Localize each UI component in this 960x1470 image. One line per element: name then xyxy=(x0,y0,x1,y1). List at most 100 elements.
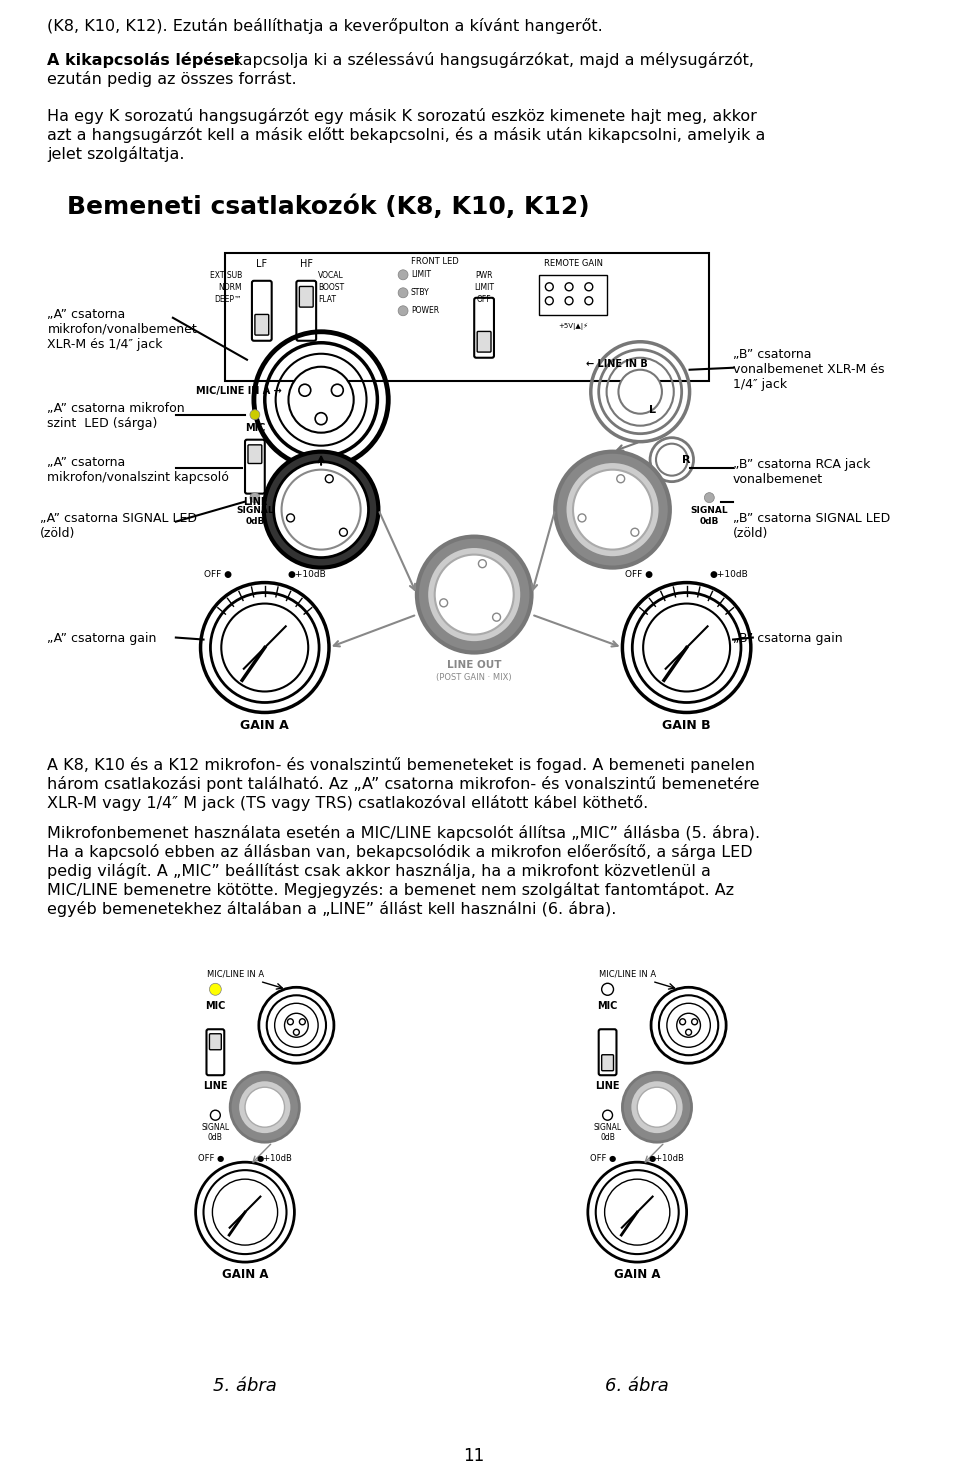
Text: GAIN A: GAIN A xyxy=(222,1269,268,1280)
Text: MIC/LINE IN A →: MIC/LINE IN A → xyxy=(196,385,281,395)
Text: LINE: LINE xyxy=(595,1082,620,1091)
Text: A kikapcsolás lépései: A kikapcsolás lépései xyxy=(47,51,240,68)
Text: OFF ●: OFF ● xyxy=(198,1154,224,1163)
Text: POWER: POWER xyxy=(411,306,439,315)
Text: Bemeneti csatlakozók (K8, K10, K12): Bemeneti csatlakozók (K8, K10, K12) xyxy=(67,196,589,219)
Text: „A” csatorna
mikrofon/vonalszint kapcsoló: „A” csatorna mikrofon/vonalszint kapcsol… xyxy=(47,456,229,484)
Text: LINE: LINE xyxy=(243,497,267,507)
Circle shape xyxy=(565,462,660,557)
Text: OFF ●: OFF ● xyxy=(589,1154,616,1163)
Circle shape xyxy=(288,366,353,432)
Text: MIC/LINE bemenetre kötötte. Megjegyzés: a bemenet nem szolgáltat fantomtápot. Az: MIC/LINE bemenetre kötötte. Megjegyzés: … xyxy=(47,882,734,898)
Text: pedig világít. A „MIC” beállítást csak akkor használja, ha a mikrofont közvetlen: pedig világít. A „MIC” beállítást csak a… xyxy=(47,863,711,879)
Circle shape xyxy=(250,410,260,420)
Circle shape xyxy=(435,554,514,635)
Text: azt a hangsugárzót kell a másik előtt bekapcsolni, és a másik után kikapcsolni, : azt a hangsugárzót kell a másik előtt be… xyxy=(47,126,766,143)
FancyBboxPatch shape xyxy=(297,281,316,341)
FancyBboxPatch shape xyxy=(300,287,313,307)
FancyBboxPatch shape xyxy=(248,445,262,463)
Text: 11: 11 xyxy=(464,1446,485,1466)
Text: 5. ábra: 5. ábra xyxy=(213,1377,276,1395)
Text: SIGNAL: SIGNAL xyxy=(690,506,728,514)
Circle shape xyxy=(245,1088,284,1127)
Text: DEEP™: DEEP™ xyxy=(214,295,242,304)
Text: FLAT: FLAT xyxy=(318,295,336,304)
Circle shape xyxy=(398,270,408,279)
Circle shape xyxy=(398,306,408,316)
Text: „B” csatorna RCA jack
vonalbemenet: „B” csatorna RCA jack vonalbemenet xyxy=(733,457,871,485)
FancyBboxPatch shape xyxy=(602,1055,613,1070)
Text: R: R xyxy=(682,454,690,465)
Text: Ha a kapcsoló ebben az állásban van, bekapcsolódik a mikrofon előerősítő, a sárg: Ha a kapcsoló ebben az állásban van, bek… xyxy=(47,844,753,860)
Circle shape xyxy=(417,537,532,653)
Circle shape xyxy=(209,983,222,995)
Circle shape xyxy=(573,469,652,550)
Text: ← LINE IN B: ← LINE IN B xyxy=(586,359,648,369)
Text: LF: LF xyxy=(256,259,268,269)
Text: Ha egy K sorozatú hangsugárzót egy másik K sorozatú eszköz kimenete hajt meg, ak: Ha egy K sorozatú hangsugárzót egy másik… xyxy=(47,107,757,123)
Text: ●+10dB: ●+10dB xyxy=(256,1154,293,1163)
Circle shape xyxy=(398,288,408,298)
Text: NORM: NORM xyxy=(219,282,242,293)
Text: ezután pedig az összes forrást.: ezután pedig az összes forrást. xyxy=(47,71,297,87)
Circle shape xyxy=(238,1080,292,1135)
Text: A K8, K10 és a K12 mikrofon- és vonalszintű bemeneteket is fogad. A bemeneti pan: A K8, K10 és a K12 mikrofon- és vonalszi… xyxy=(47,757,756,773)
Text: 0dB: 0dB xyxy=(208,1133,223,1142)
Circle shape xyxy=(618,370,662,413)
Circle shape xyxy=(281,469,361,550)
Circle shape xyxy=(427,547,521,642)
Text: (K8, K10, K12). Ezután beállíthatja a keverőpulton a kívánt hangerőt.: (K8, K10, K12). Ezután beállíthatja a ke… xyxy=(47,18,603,34)
Text: LIMIT: LIMIT xyxy=(411,270,431,279)
FancyBboxPatch shape xyxy=(209,1033,222,1050)
Text: „A” csatorna gain: „A” csatorna gain xyxy=(47,632,156,644)
Bar xyxy=(226,253,709,381)
Text: egyéb bemenetekhez általában a „LINE” állást kell használni (6. ábra).: egyéb bemenetekhez általában a „LINE” ál… xyxy=(47,901,616,917)
Circle shape xyxy=(705,492,714,503)
Text: LINE OUT: LINE OUT xyxy=(447,660,501,669)
Text: 6. ábra: 6. ábra xyxy=(606,1377,669,1395)
FancyBboxPatch shape xyxy=(599,1029,616,1075)
Circle shape xyxy=(284,1013,308,1038)
Text: OFF ●: OFF ● xyxy=(204,569,231,579)
Text: ●+10dB: ●+10dB xyxy=(709,569,748,579)
Text: PWR: PWR xyxy=(475,270,492,279)
Text: Mikrofonbemenet használata esetén a MIC/LINE kapcsolót állítsa „MIC” állásba (5.: Mikrofonbemenet használata esetén a MIC/… xyxy=(47,825,760,841)
FancyBboxPatch shape xyxy=(474,298,494,357)
FancyBboxPatch shape xyxy=(245,440,265,494)
Text: EXT SUB: EXT SUB xyxy=(210,270,242,279)
Text: „B” csatorna gain: „B” csatorna gain xyxy=(733,632,843,644)
FancyBboxPatch shape xyxy=(206,1029,225,1075)
Text: LIMIT: LIMIT xyxy=(474,282,494,293)
Text: 0dB: 0dB xyxy=(600,1133,615,1142)
Text: STBY: STBY xyxy=(411,288,430,297)
FancyBboxPatch shape xyxy=(252,281,272,341)
Circle shape xyxy=(274,462,369,557)
Text: MIC/LINE IN A: MIC/LINE IN A xyxy=(599,969,656,979)
Text: „A” csatorna
mikrofon/vonalbemenet
XLR-M és 1/4″ jack: „A” csatorna mikrofon/vonalbemenet XLR-M… xyxy=(47,307,197,351)
Text: SIGNAL: SIGNAL xyxy=(202,1123,229,1132)
Text: 0dB: 0dB xyxy=(245,516,265,526)
Text: XLR-M vagy 1/4″ M jack (TS vagy TRS) csatlakozóval ellátott kábel köthető.: XLR-M vagy 1/4″ M jack (TS vagy TRS) csa… xyxy=(47,795,649,811)
Text: MIC: MIC xyxy=(597,1001,618,1011)
Text: GAIN B: GAIN B xyxy=(662,719,711,732)
Text: „B” csatorna SIGNAL LED
(zöld): „B” csatorna SIGNAL LED (zöld) xyxy=(733,512,890,539)
Circle shape xyxy=(677,1013,701,1038)
Circle shape xyxy=(631,1080,684,1135)
Text: FRONT LED: FRONT LED xyxy=(411,257,459,266)
Circle shape xyxy=(264,451,378,567)
Text: VOCAL: VOCAL xyxy=(318,270,344,279)
Text: REMOTE GAIN: REMOTE GAIN xyxy=(543,259,603,268)
Text: (POST GAIN · MIX): (POST GAIN · MIX) xyxy=(437,672,512,682)
Text: L: L xyxy=(649,404,656,415)
Text: GAIN A: GAIN A xyxy=(240,719,289,732)
Text: ●+10dB: ●+10dB xyxy=(649,1154,684,1163)
Text: „A” csatorna SIGNAL LED
(zöld): „A” csatorna SIGNAL LED (zöld) xyxy=(39,512,197,539)
Text: MIC: MIC xyxy=(205,1001,226,1011)
Text: MIC/LINE IN A: MIC/LINE IN A xyxy=(206,969,264,979)
Text: OFF ●: OFF ● xyxy=(625,569,654,579)
Text: 0dB: 0dB xyxy=(700,516,719,526)
FancyBboxPatch shape xyxy=(477,331,491,353)
Text: „A” csatorna mikrofon
szint  LED (sárga): „A” csatorna mikrofon szint LED (sárga) xyxy=(47,401,185,429)
Text: jelet szolgáltatja.: jelet szolgáltatja. xyxy=(47,146,185,162)
Text: „B” csatorna
vonalbemenet XLR-M és
1/4″ jack: „B” csatorna vonalbemenet XLR-M és 1/4″ … xyxy=(733,348,884,391)
